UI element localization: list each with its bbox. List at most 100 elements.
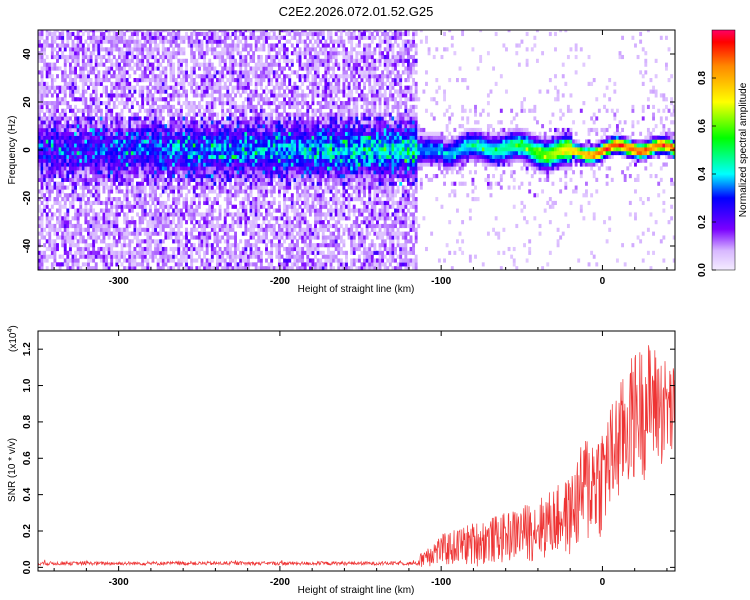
spectrogram-cell bbox=[231, 166, 235, 171]
spectrogram-cell bbox=[257, 208, 261, 213]
spectrogram-cell bbox=[285, 135, 289, 140]
spectrogram-cell bbox=[283, 108, 286, 113]
spectrogram-cell bbox=[148, 43, 152, 48]
spectrogram-cell bbox=[288, 147, 292, 152]
spectrogram-cell bbox=[81, 135, 85, 140]
spectrogram-cell bbox=[174, 162, 178, 167]
spectrogram-cell bbox=[94, 47, 98, 52]
spectrogram-cell bbox=[205, 131, 209, 136]
spectrogram-cell bbox=[272, 208, 276, 213]
spectrogram-cell bbox=[38, 231, 41, 236]
spectrogram-cell bbox=[195, 35, 199, 40]
spectrogram-cell bbox=[190, 101, 194, 106]
spectrogram-cell bbox=[84, 208, 88, 213]
spectrogram-cell bbox=[275, 51, 279, 56]
spectrogram-cell bbox=[277, 104, 281, 110]
spectrogram-cell bbox=[275, 62, 279, 67]
spectrogram-cell bbox=[213, 239, 217, 244]
spectrogram-cell bbox=[156, 62, 160, 67]
spectrogram-cell bbox=[154, 170, 157, 175]
spectrogram-cell bbox=[115, 239, 119, 244]
spectrogram-cell bbox=[143, 204, 147, 209]
spectrogram-cell bbox=[58, 216, 62, 221]
spectrogram-cell bbox=[112, 139, 116, 144]
spectrogram-cell bbox=[107, 51, 111, 56]
spectrogram-cell bbox=[298, 246, 302, 252]
spectrogram-cell bbox=[133, 174, 137, 179]
spectrogram-cell bbox=[115, 116, 119, 121]
spectrogram-cell bbox=[92, 220, 96, 225]
spectrogram-cell bbox=[141, 177, 145, 182]
spectrogram-cell bbox=[267, 266, 271, 270]
spectrogram-cell bbox=[138, 89, 142, 94]
spectrogram-cell bbox=[195, 131, 199, 136]
spectrogram-cell bbox=[112, 162, 116, 167]
spectrogram-cell bbox=[177, 108, 181, 113]
spectrogram-cell bbox=[174, 112, 178, 117]
spectrogram-cell bbox=[218, 185, 222, 190]
spectrogram-cell bbox=[58, 185, 62, 190]
spectrogram-cell bbox=[123, 212, 127, 217]
spectrogram-cell bbox=[53, 212, 57, 217]
spectrogram-cell bbox=[262, 101, 266, 106]
spectrogram-cell bbox=[262, 30, 266, 33]
spectrogram-cell bbox=[244, 81, 248, 86]
spectrogram-cell bbox=[236, 139, 240, 144]
spectrogram-cell bbox=[272, 127, 276, 133]
spectrogram-cell bbox=[50, 170, 54, 175]
spectrogram-cell bbox=[249, 231, 253, 236]
spectrogram-cell bbox=[102, 74, 106, 79]
spectrogram-cell bbox=[66, 208, 70, 213]
spectrogram-cell bbox=[210, 120, 214, 125]
spectrogram-cell bbox=[277, 39, 281, 44]
spectrogram-cell bbox=[164, 216, 168, 221]
spectrogram-cell bbox=[241, 47, 245, 52]
spectrogram-cell bbox=[45, 131, 49, 136]
spectrogram-cell bbox=[43, 47, 47, 52]
spectrogram-cell bbox=[285, 131, 289, 136]
spectrogram-cell bbox=[288, 30, 292, 33]
spectrogram-cell bbox=[228, 101, 232, 106]
spectrogram-cell bbox=[161, 58, 165, 63]
spectrogram-cell bbox=[185, 127, 188, 133]
spectrogram-cell bbox=[177, 166, 181, 171]
spectrogram-cell bbox=[179, 193, 183, 198]
spectrogram-cell bbox=[280, 235, 284, 240]
spectrogram-cell bbox=[84, 246, 88, 252]
spectrogram-cell bbox=[81, 143, 85, 148]
spectrogram-cell bbox=[205, 104, 209, 110]
spectrogram-cell bbox=[141, 93, 145, 98]
spectrogram-cell bbox=[265, 266, 268, 270]
spectrogram-cell bbox=[61, 189, 65, 194]
spectrogram-cell bbox=[280, 35, 284, 40]
spectrogram-cell bbox=[210, 177, 214, 182]
spectrogram-cell bbox=[164, 30, 168, 33]
spectrogram-cell bbox=[66, 154, 70, 159]
spectrogram-cell bbox=[92, 139, 96, 144]
spectrogram-cell bbox=[275, 143, 279, 148]
spectrogram-cell bbox=[53, 135, 57, 140]
spectrogram-cell bbox=[123, 235, 127, 240]
spectrogram-cell bbox=[293, 35, 297, 40]
spectrogram-cell bbox=[185, 131, 188, 136]
spectrogram-cell bbox=[61, 150, 65, 156]
spectrogram-cell bbox=[130, 120, 134, 125]
spectrogram-cell bbox=[143, 185, 147, 190]
spectrogram-cell bbox=[221, 227, 225, 232]
spectrogram-cell bbox=[290, 158, 294, 163]
spectrogram-cell bbox=[236, 30, 240, 33]
spectrogram-cell bbox=[205, 31, 209, 37]
spectrogram-cell bbox=[56, 54, 59, 60]
spectrogram-cell bbox=[138, 127, 142, 133]
spectrogram-cell bbox=[48, 181, 52, 186]
spectrogram-cell bbox=[249, 31, 253, 37]
spectrogram-cell bbox=[84, 185, 88, 190]
spectrogram-cell bbox=[112, 39, 116, 44]
spectrogram-cell bbox=[210, 266, 214, 270]
spectrogram-cell bbox=[89, 120, 93, 125]
spectrogram-cell bbox=[288, 58, 292, 63]
spectrogram-cell bbox=[298, 112, 302, 117]
spectrogram-cell bbox=[63, 174, 67, 179]
spectrogram-cell bbox=[213, 104, 217, 110]
spectrogram-cell bbox=[277, 58, 281, 63]
